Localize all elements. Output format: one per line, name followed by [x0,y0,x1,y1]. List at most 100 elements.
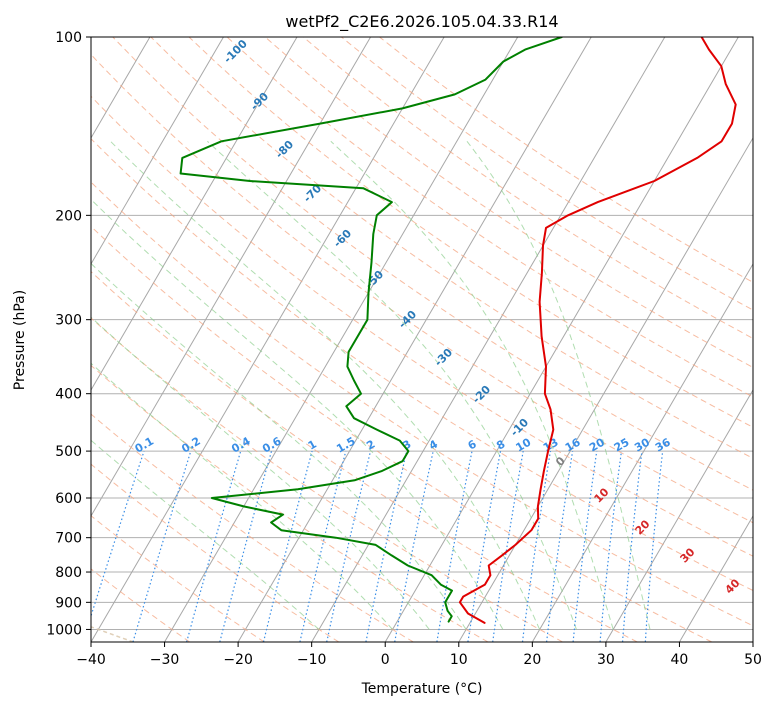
isotherm-line [91,37,298,391]
mixing-ratio-label: 0.2 [179,435,202,456]
y-tick-label: 800 [55,565,82,581]
dry-adiabat [226,37,753,398]
plot-area: 0.1 0.2 0.4 0.6 1 1.5 2 3 4 6 8 10 13 16 20 25 30 36-100-… [0,36,754,643]
mixing-ratio-line [546,451,574,642]
mixing-ratio-line [186,450,242,642]
mixing-ratio-label: 16 [563,435,583,454]
isotherm-line [91,37,224,265]
x-tick-label: 0 [381,652,390,668]
mixing-ratio-line [599,451,622,642]
moist-adiabat [91,316,430,630]
x-tick-label: 30 [597,652,615,668]
isotherm-label: 20 [633,517,653,537]
isotherm-label: 10 [592,485,612,505]
dry-adiabat [379,37,753,283]
dry-adiabat [91,225,713,642]
mixing-ratio-label: 0.6 [260,434,284,455]
isotherm-line [458,136,753,642]
x-tick-label: −10 [297,652,327,668]
y-tick-label: 400 [55,387,82,403]
dry-adiabat [91,317,563,642]
x-tick-label: 50 [744,652,762,668]
mixing-ratio-label: 2 [364,438,377,453]
dry-adiabat [91,364,489,642]
isotherm-line [752,641,753,642]
mixing-ratio-label: 30 [632,435,652,454]
mixing-ratio-line [299,450,347,642]
clipped-layers: 0.1 0.2 0.4 0.6 1 1.5 2 3 4 6 8 10 13 16 20 25 30 36-100-… [0,37,753,642]
y-tick-label: 500 [55,444,82,460]
mixing-ratio-label: 1 [306,438,319,453]
isotherm-label: -50 [363,268,386,291]
mixing-ratio-line [572,451,598,642]
isotherm-label: -90 [248,90,271,113]
plot-frame [90,36,754,643]
mixing-ratio-label: 25 [612,436,632,455]
y-tick-label: 700 [55,531,82,547]
mixing-ratio-label: 6 [466,437,479,452]
mixing-ratio-line [492,450,524,642]
moist-adiabat [91,262,467,630]
isotherm-label: 40 [723,576,743,596]
dry-adiabat [264,37,753,368]
axis-ticks: −40 −30 −20 −10 0 10 20 30 40 5010020030040050060… [46,30,762,668]
isotherm-line [311,37,666,642]
dry-adiabat [112,37,753,491]
moist-adiabat [91,439,320,630]
mixing-ratio-label: 1.5 [334,435,357,456]
isotherm-label: -40 [396,308,419,331]
isotherm-label: -80 [273,138,296,161]
x-tick-label: −30 [150,652,180,668]
isotherm-line [164,37,519,642]
isotherm-line [679,514,753,642]
isotherm-line [237,37,592,642]
mixing-ratio-label: 4 [427,437,440,452]
mixing-ratio-line [521,450,552,642]
dewpoint-profile [179,37,563,623]
mixing-ratio-line [644,451,664,642]
isotherm-line [91,37,445,642]
dry-adiabat [302,37,753,340]
x-tick-label: 10 [450,652,468,668]
dry-adiabat [91,413,414,642]
y-tick-label: 900 [55,595,82,611]
isotherm-label: -60 [331,227,354,250]
dry-adiabat [91,568,190,642]
temperature-profile [458,37,737,624]
dry-adiabat [91,515,265,642]
isotherm-line [605,388,753,642]
moist-adiabat [110,140,541,630]
y-tick-label: 200 [55,208,82,224]
x-axis-label: Temperature (°C) [361,681,483,697]
isotherm-line [0,37,3,642]
mixing-ratio-line [622,451,643,642]
isotherm-label: -20 [470,383,493,406]
x-tick-label: 20 [523,652,541,668]
x-tick-label: 40 [671,652,689,668]
mixing-ratio-line [132,450,192,642]
isotherm-label: -10 [508,416,531,439]
mixing-ratio-line [326,450,372,642]
moist-adiabat [330,140,614,630]
isotherm-line [531,262,753,642]
y-tick-label: 1000 [46,622,82,638]
mixing-ratio-line [91,450,145,618]
dry-adiabat [91,463,340,642]
dry-adiabat [91,53,753,524]
mixing-ratio-label: 20 [587,435,607,454]
mixing-ratio-line [394,450,434,642]
y-tick-label: 100 [55,30,82,46]
dry-adiabat [91,138,753,592]
isotherm-line [91,37,372,517]
y-axis-label: Pressure (hPa) [12,290,28,390]
x-tick-label: −20 [223,652,253,668]
dry-adiabat [91,95,753,557]
dry-adiabat [91,181,753,627]
mixing-ratio-line [219,450,273,642]
chart-title: wetPf2_C2E6.2026.105.04.33.R14 [285,12,558,32]
moist-adiabat [91,198,504,630]
x-tick-label: −40 [76,652,106,668]
mixing-ratio-line [365,450,408,642]
moist-adiabat [91,362,393,630]
